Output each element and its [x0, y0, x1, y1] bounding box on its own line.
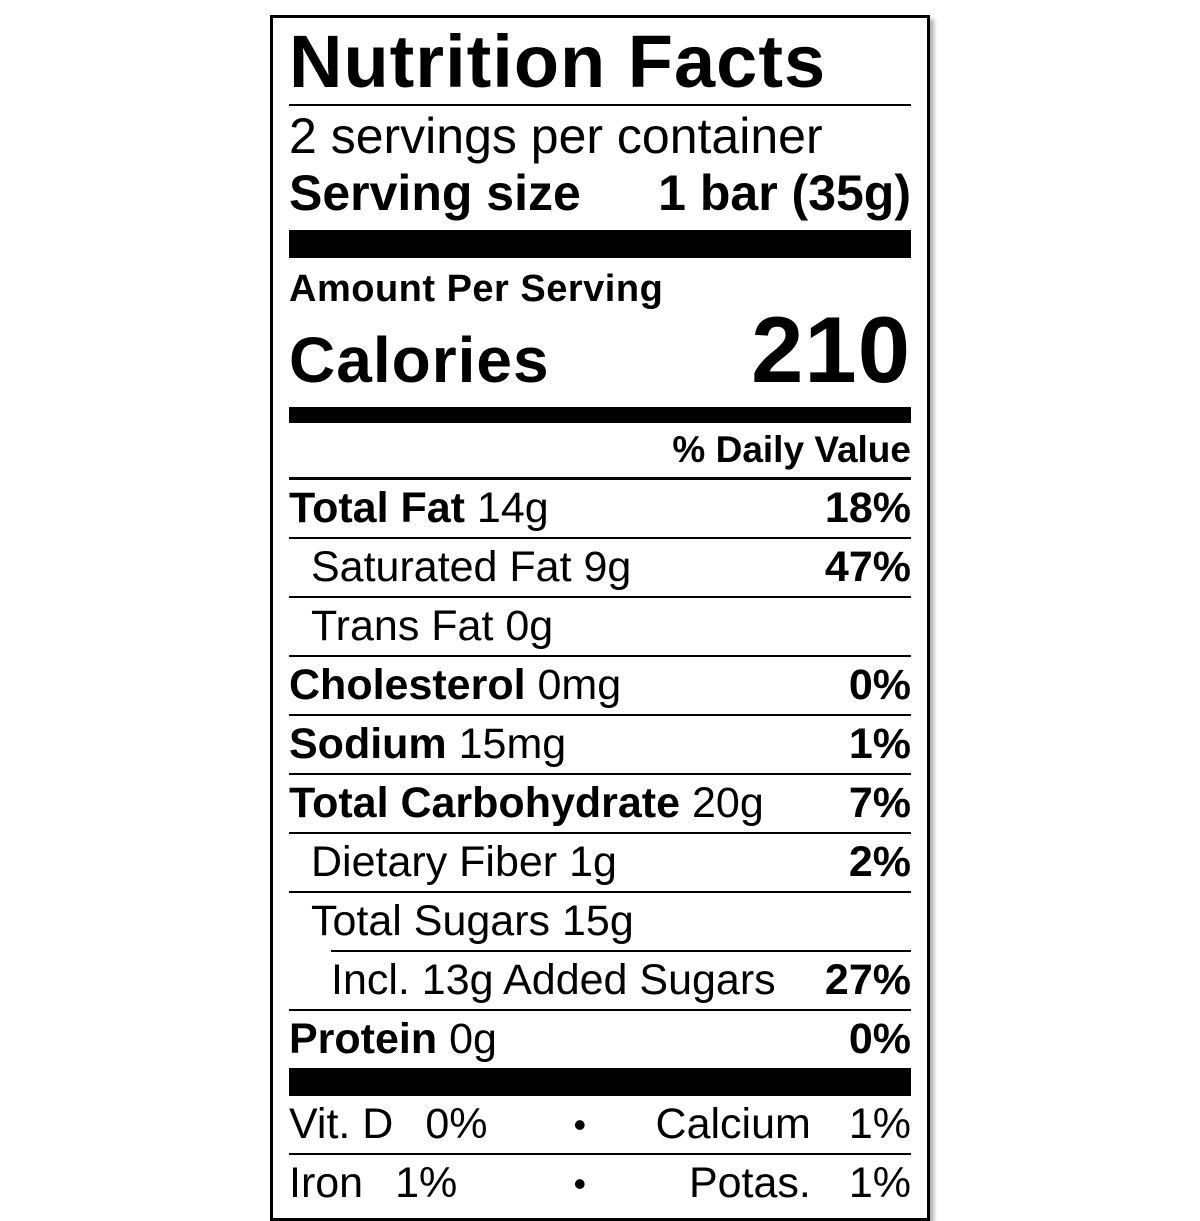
nutrient-amount: 15mg: [458, 719, 567, 768]
nutrient-dv: 1%: [848, 719, 911, 768]
nutrient-row-trans-fat: Trans Fat 0g: [289, 595, 911, 655]
micro-left-label: Vit. D: [289, 1099, 394, 1148]
nutrient-name: Incl. 13g Added Sugars: [331, 955, 776, 1004]
nutrient-amount: 0g: [449, 1014, 497, 1063]
nutrient-name: Protein: [289, 1014, 438, 1063]
separator-bar-medium: [289, 406, 911, 423]
nutrient-dv: 0%: [848, 660, 911, 709]
nutrient-row-total-carbohydrate: Total Carbohydrate 20g 7%: [289, 772, 911, 832]
nutrient-dv: 7%: [848, 778, 911, 827]
micro-left-value: 1%: [395, 1158, 458, 1207]
calories-label: Calories: [289, 323, 550, 396]
nutrient-row-total-fat: Total Fat 14g 18%: [289, 480, 911, 537]
nutrient-dv: 18%: [824, 483, 911, 532]
nutrient-name: Saturated Fat: [311, 542, 572, 591]
servings-per-container: 2 servings per container: [289, 107, 823, 164]
nutrient-dv: 2%: [848, 837, 911, 886]
nutrient-row-dietary-fiber: Dietary Fiber 1g 2%: [289, 831, 911, 891]
micro-right-label: Potas.: [688, 1158, 811, 1207]
nutrient-amount: 1g: [569, 837, 617, 886]
micronutrient-row-2: Iron 1% • Potas. 1%: [289, 1152, 911, 1212]
nutrient-amount: 9g: [583, 542, 632, 591]
bullet-separator: •: [573, 1103, 587, 1145]
nutrient-name: Cholesterol: [289, 660, 526, 709]
serving-size-value: 1 bar (35g): [658, 164, 911, 221]
nutrient-row-sodium: Sodium 15mg 1%: [289, 713, 911, 773]
nutrient-dv: 0%: [848, 1014, 911, 1063]
nutrient-name: Total Sugars: [311, 896, 551, 945]
nutrient-name: Total Fat: [289, 483, 465, 532]
nutrient-name: Trans Fat: [311, 601, 494, 650]
nutrient-row-protein: Protein 0g 0%: [289, 1008, 911, 1068]
nutrient-amount: 20g: [691, 778, 764, 827]
nutrient-row-added-sugars: Incl. 13g Added Sugars 27%: [331, 949, 911, 1009]
separator-bar-thick-top: [289, 229, 911, 258]
micro-left-value: 0%: [425, 1099, 488, 1148]
nutrient-row-saturated-fat: Saturated Fat 9g 47%: [289, 536, 911, 596]
nutrient-name: Dietary Fiber: [311, 837, 558, 886]
nutrition-facts-label: Nutrition Facts 2 servings per container…: [270, 15, 930, 1221]
calories-row: Calories 210: [289, 296, 911, 403]
nutrient-name: Sodium: [289, 719, 447, 768]
nutrient-dv: 47%: [824, 542, 911, 591]
micronutrient-row-1: Vit. D 0% • Calcium 1%: [289, 1096, 911, 1153]
amount-per-serving-heading: Amount Per Serving: [289, 267, 664, 310]
nutrient-row-total-sugars: Total Sugars 15g: [289, 890, 911, 950]
nutrient-rows: Total Fat 14g 18% Saturated Fat 9g 47% T…: [289, 480, 911, 1068]
serving-size-row: Serving size 1 bar (35g): [289, 164, 911, 230]
calories-value: 210: [751, 296, 911, 402]
micro-right-value: 1%: [848, 1158, 911, 1207]
nutrient-amount: 14g: [476, 483, 549, 532]
micronutrients-section: Vit. D 0% • Calcium 1% Iron 1% • Potas. …: [289, 1096, 911, 1212]
separator-bar-thick-bottom: [289, 1067, 911, 1096]
nutrient-amount: 0g: [505, 601, 554, 650]
micro-right-value: 1%: [848, 1099, 911, 1148]
bullet-separator: •: [573, 1162, 587, 1204]
nutrient-dv: 27%: [824, 955, 911, 1004]
daily-value-header: % Daily Value: [289, 423, 911, 480]
nutrient-row-cholesterol: Cholesterol 0mg 0%: [289, 654, 911, 714]
micro-right-label: Calcium: [655, 1099, 811, 1148]
label-title: Nutrition Facts: [289, 20, 827, 103]
nutrient-name: Total Carbohydrate: [289, 778, 681, 827]
nutrient-amount: 15g: [561, 896, 634, 945]
nutrient-amount: 0mg: [537, 660, 622, 709]
serving-size-label: Serving size: [289, 164, 581, 221]
micro-left-label: Iron: [289, 1158, 364, 1207]
title-divider: [289, 103, 911, 106]
